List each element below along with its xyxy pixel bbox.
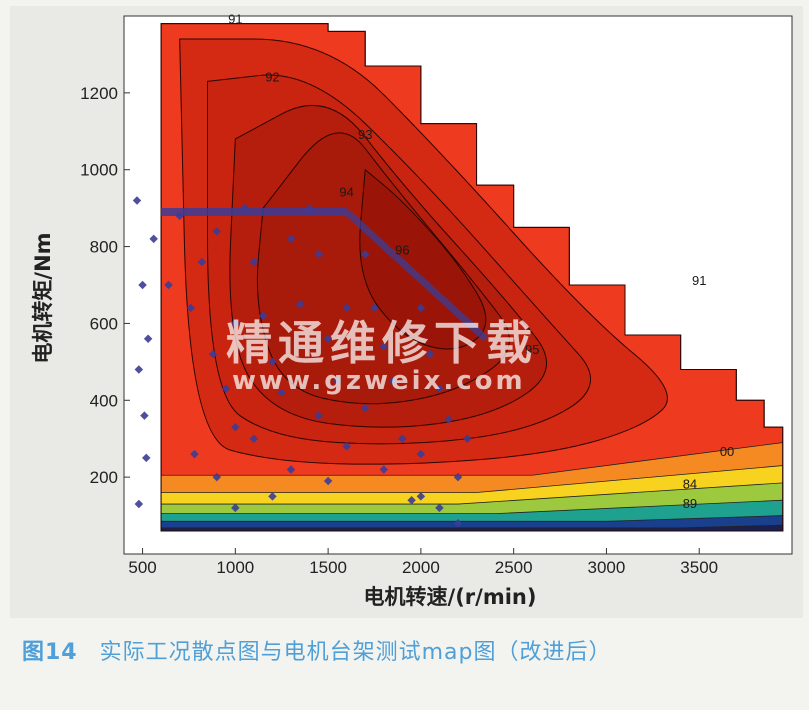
efficiency-map-chart: 91 92 93 94 95 96 91 00 84 89 500 1000 1500 2000 2500… (31, 12, 793, 609)
y-tick-label: 400 (90, 391, 118, 410)
scatter-point (143, 334, 153, 344)
scatter-point (268, 492, 277, 501)
y-tick-label: 1000 (80, 161, 118, 180)
contour-label: 00 (720, 444, 734, 459)
scatter-point (463, 434, 472, 443)
scatter-point (444, 415, 453, 424)
scatter-point (212, 226, 222, 236)
scatter-point (453, 519, 463, 528)
y-tick-label: 600 (90, 314, 118, 333)
scatter-point (425, 349, 435, 359)
scatter-point (208, 349, 218, 359)
contour-label: 94 (339, 185, 353, 200)
scatter-point (231, 503, 240, 513)
watermark-url: www.gzweix.com (232, 366, 526, 396)
scatter-point (231, 422, 240, 432)
scatter-point (212, 472, 222, 482)
scatter-point (388, 376, 398, 386)
figure-panel: 91 92 93 94 95 96 91 00 84 89 500 1000 1500 2000 2500… (10, 6, 803, 618)
scatter-point (132, 196, 142, 205)
scatter-point (360, 403, 370, 413)
scatter-point (190, 449, 199, 459)
x-tick-label: 2000 (402, 558, 440, 577)
scatter-point (342, 303, 351, 313)
scatter-point (435, 384, 444, 393)
x-tick-label: 3500 (680, 558, 718, 577)
y-tick-label: 1200 (80, 84, 118, 103)
scatter-point (379, 342, 389, 351)
scatter-point (323, 334, 333, 344)
scatter-point (416, 449, 426, 459)
scatter-point (149, 234, 158, 244)
contour-label: 84 (683, 477, 697, 492)
x-tick-label: 3000 (588, 558, 626, 577)
scatter-point (296, 299, 305, 309)
x-tick-label: 2500 (495, 558, 533, 577)
scatter-point (197, 257, 207, 267)
scatter-point (277, 388, 286, 397)
scatter-point (221, 384, 231, 393)
contour-label: 91 (228, 12, 242, 27)
scatter-point (286, 465, 296, 474)
scatter-point (360, 250, 370, 259)
contour-label: 95 (525, 342, 539, 357)
scatter-point (333, 376, 342, 386)
scatter-point (164, 280, 173, 290)
contour-label: 92 (265, 69, 279, 84)
figure-caption-text: 实际工况散点图与电机台架测试map图（改进后） (99, 640, 612, 665)
scatter-diagonal-band (344, 209, 489, 342)
scatter-point (268, 357, 277, 367)
scatter-point (453, 472, 463, 482)
x-axis-title: 电机转速/(r/min) (364, 585, 537, 609)
scatter-point (435, 503, 444, 513)
x-tick-label: 500 (128, 558, 156, 577)
y-axis-title: 电机转矩/Nm (31, 232, 55, 363)
contour-envelope-outline (160, 23, 784, 532)
scatter-point (370, 303, 379, 313)
scatter-point (314, 411, 324, 420)
scatter-point (407, 495, 416, 505)
scatter-point (323, 476, 333, 486)
scatter-point (140, 411, 149, 420)
scatter-point (286, 234, 296, 244)
figure-caption: 图14 实际工况散点图与电机台架测试map图（改进后） (22, 634, 612, 666)
contour-region-96 (359, 168, 487, 350)
contour-label: 93 (358, 127, 372, 142)
scatter-point (142, 453, 151, 463)
scatter-point (231, 319, 240, 328)
figure-number: 图14 (22, 640, 78, 665)
scatter-point (342, 442, 351, 451)
scatter-point (249, 434, 259, 443)
contour-label: 89 (683, 496, 697, 511)
watermark-chinese: 精通维修下载 (226, 316, 538, 370)
scatter-point (258, 311, 268, 320)
scatter-point (379, 465, 389, 474)
x-tick-label: 1500 (309, 558, 347, 577)
plot-frame (123, 15, 793, 555)
scatter-point (416, 492, 426, 501)
scatter-dense-band (161, 207, 347, 216)
scatter-point (314, 250, 324, 259)
x-tick-label: 1000 (216, 558, 254, 577)
contour-label: 96 (395, 242, 409, 257)
y-tick-label: 800 (90, 238, 118, 257)
scatter-point (398, 434, 407, 443)
y-tick-label: 200 (90, 468, 118, 487)
scatter-point (249, 257, 259, 267)
contour-label: 91 (692, 273, 706, 288)
scatter-point (416, 303, 426, 313)
scatter-point (186, 303, 196, 313)
scatter-point (138, 280, 147, 290)
